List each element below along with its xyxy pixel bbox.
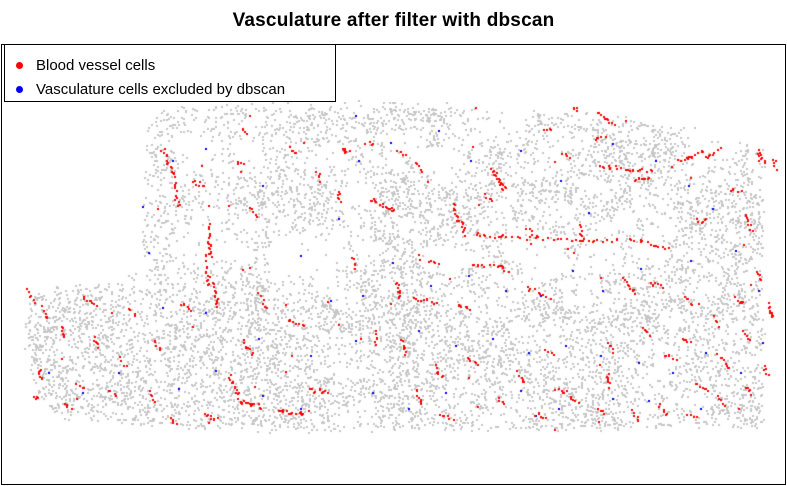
legend-marker-blue: [16, 85, 23, 93]
legend-label-blood-vessel-cells: Blood vessel cells: [36, 56, 156, 74]
legend-item-excluded-cells: Vasculature cells excluded by dbscan: [5, 77, 335, 101]
chart-title: Vasculature after filter with dbscan: [232, 10, 555, 31]
legend-label-excluded-cells: Vasculature cells excluded by dbscan: [36, 80, 286, 98]
legend: Blood vessel cells Vasculature cells exc…: [4, 44, 336, 102]
plot-panel: Blood vessel cells Vasculature cells exc…: [1, 44, 786, 485]
scatter-canvas: [2, 45, 785, 484]
legend-marker-red: [16, 61, 23, 69]
legend-item-blood-vessel-cells: Blood vessel cells: [5, 53, 335, 77]
